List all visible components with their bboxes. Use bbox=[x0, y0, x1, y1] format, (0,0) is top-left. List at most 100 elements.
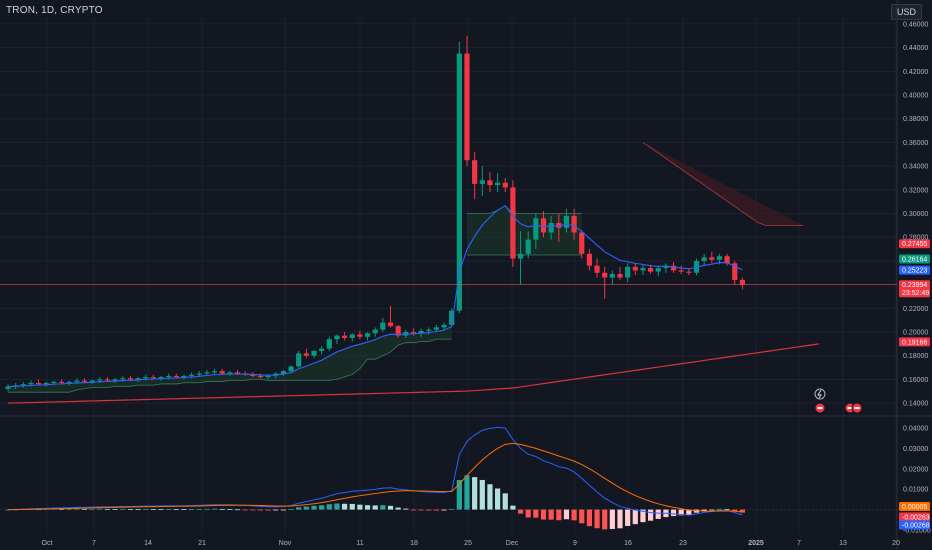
candle bbox=[487, 180, 493, 186]
macd-histogram-bar bbox=[418, 509, 424, 511]
macd-histogram-bar bbox=[74, 508, 80, 510]
macd-histogram-bar bbox=[655, 509, 661, 519]
ichimoku-cloud bbox=[7, 142, 804, 393]
macd-panel bbox=[0, 426, 897, 530]
cloud-edge bbox=[8, 338, 452, 393]
candle bbox=[296, 353, 302, 367]
macd-histogram-bar bbox=[189, 509, 195, 510]
candle bbox=[234, 372, 241, 374]
macd-histogram-bar bbox=[58, 508, 65, 510]
macd-histogram-bar bbox=[648, 509, 654, 521]
candle bbox=[701, 257, 707, 261]
macd-histogram-bar bbox=[678, 509, 684, 516]
currency-button[interactable]: USD bbox=[890, 4, 922, 20]
macd-histogram-bar bbox=[449, 508, 455, 510]
candle bbox=[640, 268, 646, 271]
macd-histogram-bar bbox=[716, 508, 723, 510]
badge-price-3 bbox=[899, 265, 930, 275]
time-tick-label: 25 bbox=[464, 540, 472, 547]
candle bbox=[449, 310, 455, 325]
candle bbox=[265, 375, 271, 378]
candle bbox=[709, 257, 715, 260]
cloud-area bbox=[642, 142, 804, 226]
price-axis: 0.46000 0.44000 0.42000 0.40000 0.38000 0.360… bbox=[903, 21, 931, 534]
time-tick-label: 9 bbox=[573, 540, 577, 547]
macd-histogram-bar bbox=[517, 509, 524, 514]
candle bbox=[250, 374, 256, 376]
macd-histogram-bar bbox=[303, 506, 309, 510]
price-tick-label: 0.34000 bbox=[903, 164, 928, 171]
macd-histogram-bar bbox=[364, 505, 371, 510]
candle bbox=[625, 266, 631, 278]
candle bbox=[89, 380, 95, 382]
cloud-area bbox=[467, 205, 582, 256]
macd-tick-label: -0.01000 bbox=[903, 527, 931, 534]
price-tick-label: 0.42000 bbox=[903, 69, 928, 76]
candle bbox=[502, 182, 508, 188]
macd-histogram-bar bbox=[556, 509, 562, 521]
macd-histogram-bar bbox=[632, 509, 638, 525]
macd-histogram-bar bbox=[540, 509, 547, 520]
candle bbox=[303, 353, 309, 356]
candle bbox=[716, 256, 723, 260]
candle bbox=[364, 333, 371, 337]
signal-line bbox=[7, 442, 743, 513]
price-tick-label: 0.28000 bbox=[903, 235, 928, 242]
time-tick-label: 11 bbox=[356, 540, 363, 547]
macd-histogram-bar bbox=[219, 508, 225, 510]
candle bbox=[456, 53, 462, 311]
macd-histogram-bar bbox=[533, 509, 539, 518]
candle bbox=[739, 279, 745, 285]
candle bbox=[219, 371, 225, 374]
macd-histogram-bar bbox=[97, 508, 103, 510]
ema-path bbox=[7, 204, 743, 388]
price-tick-label: 0.36000 bbox=[903, 140, 928, 147]
time-tick-label: Nov bbox=[279, 540, 292, 547]
candle bbox=[334, 335, 340, 340]
lightning-icon bbox=[814, 388, 826, 400]
candle bbox=[5, 386, 11, 389]
candle bbox=[648, 268, 654, 272]
macd-histogram-bar bbox=[387, 505, 394, 510]
candle bbox=[81, 380, 88, 382]
macd-histogram-bar bbox=[250, 509, 256, 511]
macd-histogram-bar bbox=[265, 509, 271, 511]
candle bbox=[135, 378, 141, 380]
macd-histogram-bar bbox=[211, 508, 218, 510]
macd-histogram-bar bbox=[311, 505, 317, 510]
price-tick-label: 0.22000 bbox=[903, 306, 928, 313]
candle bbox=[28, 383, 34, 385]
candle bbox=[74, 380, 80, 382]
macd-histogram-bar bbox=[120, 508, 126, 510]
macd-histogram-bar bbox=[510, 505, 516, 510]
price-tick-label: 0.38000 bbox=[903, 116, 928, 123]
macd-histogram-bar bbox=[242, 509, 248, 511]
candle bbox=[525, 239, 531, 254]
candle bbox=[58, 381, 65, 384]
candle bbox=[211, 371, 218, 373]
earnings-flag-icon-glyph bbox=[817, 407, 823, 409]
macd-histogram-bar bbox=[135, 509, 141, 510]
macd-histogram-bar bbox=[166, 509, 172, 510]
macd-tick-label: 0.04000 bbox=[903, 426, 928, 433]
candle bbox=[441, 324, 447, 328]
macd-histogram-bar bbox=[594, 509, 600, 529]
candle bbox=[571, 215, 577, 233]
time-tick-label: 23 bbox=[679, 540, 687, 547]
macd-histogram-bar bbox=[410, 509, 417, 511]
macd-histogram-bar bbox=[319, 505, 325, 510]
time-tick-label: 7 bbox=[92, 540, 96, 547]
candle bbox=[20, 384, 26, 386]
macd-line bbox=[7, 426, 743, 516]
macd-histogram-bar bbox=[732, 509, 738, 511]
macd-histogram-bar bbox=[586, 509, 592, 527]
badge-macd-label: -0.00268 bbox=[902, 523, 930, 530]
macd-histogram-bar bbox=[701, 509, 707, 511]
time-tick-label: 16 bbox=[624, 540, 632, 547]
macd-histogram-bar bbox=[257, 509, 264, 511]
macd-histogram-bar bbox=[426, 509, 432, 511]
badge-countdown-label: 23:52:49 bbox=[902, 290, 929, 297]
earnings-flag-icon-glyph bbox=[847, 407, 853, 409]
macd-histogram-bar bbox=[571, 509, 577, 521]
